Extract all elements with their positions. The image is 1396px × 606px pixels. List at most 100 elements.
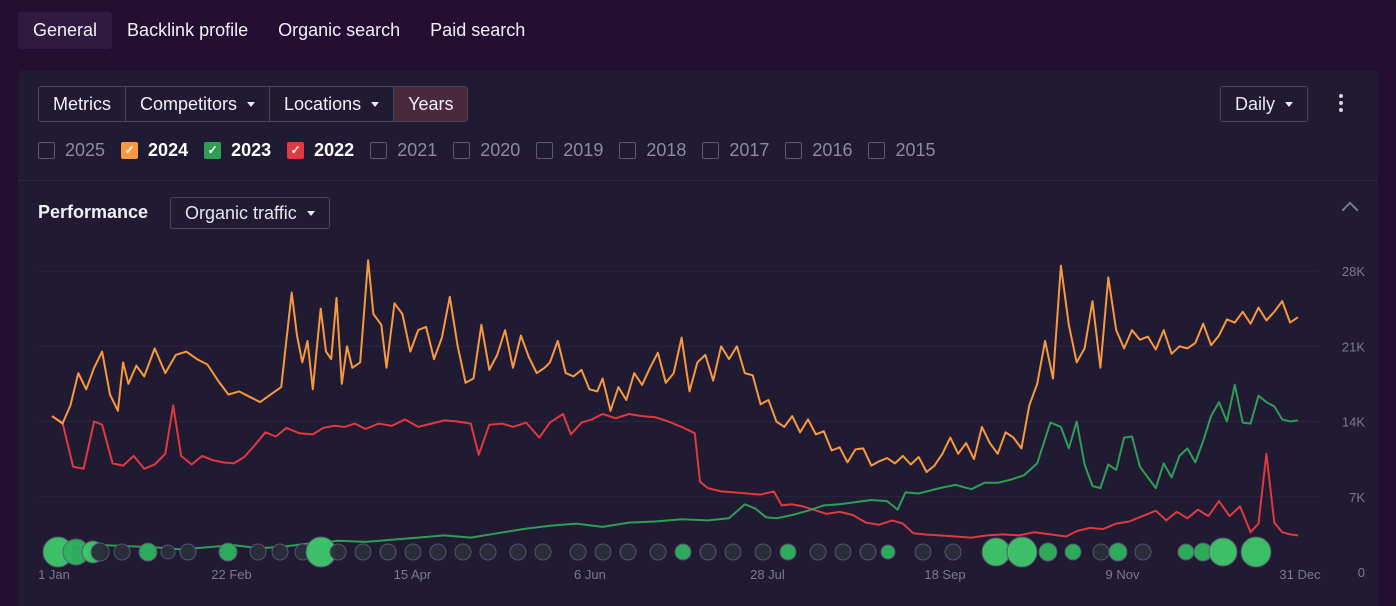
annotation-marker bbox=[1177, 543, 1195, 561]
annotation-marker bbox=[249, 543, 267, 561]
y-tick-label: 0 bbox=[1358, 565, 1365, 580]
year-label: 2016 bbox=[812, 139, 853, 160]
annotation-marker bbox=[218, 542, 238, 562]
annotation-marker bbox=[569, 543, 587, 561]
more-options-icon[interactable] bbox=[1336, 94, 1346, 114]
locations-label: Locations bbox=[284, 93, 362, 114]
checkbox-icon[interactable] bbox=[702, 141, 720, 159]
top-navigation: General Backlink profile Organic search … bbox=[18, 10, 540, 50]
y-tick-label: 21K bbox=[1342, 339, 1365, 354]
annotation-marker bbox=[1134, 543, 1152, 561]
performance-title: Performance bbox=[38, 202, 149, 222]
annotation-marker bbox=[674, 543, 692, 561]
annotation-marker bbox=[1208, 537, 1238, 567]
year-label: 2021 bbox=[397, 139, 438, 160]
year-2020[interactable]: 2020 bbox=[453, 140, 520, 161]
annotation-marker bbox=[944, 543, 962, 561]
organic-traffic-chart: 0 7K 14K 21K 28K 1 Jan 22 Feb 15 Apr 6 Jun 28 Jul… bbox=[38, 259, 1365, 582]
y-tick-label: 28K bbox=[1342, 264, 1365, 279]
tab-general[interactable]: General bbox=[18, 11, 113, 49]
chart-panel: Metrics Competitors Locations Years Dail… bbox=[18, 70, 1378, 606]
x-tick-label: 15 Apr bbox=[394, 567, 432, 582]
filter-toolbar: Metrics Competitors Locations Years bbox=[38, 86, 469, 122]
year-2016[interactable]: 2016 bbox=[785, 140, 852, 161]
annotation-marker bbox=[1092, 543, 1110, 561]
annotation-marker bbox=[1038, 542, 1058, 562]
year-2025[interactable]: 2025 bbox=[38, 140, 105, 161]
year-2023[interactable]: ✓ 2023 bbox=[204, 140, 271, 161]
year-label: 2020 bbox=[480, 139, 521, 160]
annotation-marker bbox=[113, 543, 131, 561]
year-2019[interactable]: 2019 bbox=[536, 140, 603, 161]
annotation-marker bbox=[534, 543, 552, 561]
tab-backlink-profile[interactable]: Backlink profile bbox=[127, 19, 249, 40]
checkbox-icon[interactable] bbox=[619, 141, 637, 159]
year-label: 2017 bbox=[729, 139, 770, 160]
year-2015[interactable]: 2015 bbox=[868, 139, 936, 161]
year-label: 2024 bbox=[148, 139, 189, 160]
y-tick-label: 7K bbox=[1349, 490, 1365, 505]
checkbox-icon[interactable] bbox=[536, 141, 554, 159]
chevron-down-icon bbox=[306, 210, 315, 216]
annotation-marker bbox=[619, 543, 637, 561]
checkbox-icon[interactable] bbox=[38, 141, 55, 159]
annotation-marker bbox=[179, 543, 197, 561]
series-line-2024 bbox=[51, 259, 1299, 473]
annotation-marker bbox=[429, 543, 447, 561]
x-tick-label: 22 Feb bbox=[211, 567, 251, 582]
annotation-marker bbox=[1064, 543, 1082, 561]
metrics-button[interactable]: Metrics bbox=[39, 87, 126, 121]
x-tick-label: 31 Dec bbox=[1279, 567, 1321, 582]
annotation-marker bbox=[594, 543, 612, 561]
checkbox-checked-icon[interactable]: ✓ bbox=[121, 141, 139, 159]
year-label: 2022 bbox=[314, 139, 355, 160]
annotation-marker bbox=[754, 543, 772, 561]
annotation-marker bbox=[914, 543, 932, 561]
annotation-marker bbox=[779, 543, 797, 561]
annotation-marker bbox=[981, 537, 1011, 567]
checkbox-icon[interactable] bbox=[868, 141, 886, 159]
annotation-marker bbox=[649, 543, 667, 561]
metric-label: Organic traffic bbox=[185, 202, 297, 223]
checkbox-icon[interactable] bbox=[370, 141, 388, 159]
annotation-marker bbox=[271, 543, 289, 561]
chevron-down-icon bbox=[247, 101, 256, 107]
annotation-marker bbox=[880, 544, 896, 560]
y-tick-label: 14K bbox=[1342, 415, 1365, 430]
x-tick-label: 28 Jul bbox=[750, 567, 785, 582]
competitors-dropdown[interactable]: Competitors bbox=[126, 87, 271, 121]
annotation-marker bbox=[834, 543, 852, 561]
metrics-label: Metrics bbox=[53, 93, 111, 114]
chevron-down-icon bbox=[371, 101, 380, 107]
annotation-marker bbox=[479, 543, 497, 561]
year-2018[interactable]: 2018 bbox=[619, 140, 686, 161]
granularity-label: Daily bbox=[1235, 93, 1276, 114]
annotation-marker bbox=[90, 542, 110, 562]
year-2021[interactable]: 2021 bbox=[370, 140, 437, 161]
x-tick-label: 1 Jan bbox=[38, 567, 70, 582]
year-2024[interactable]: ✓ 2024 bbox=[121, 140, 188, 161]
tab-organic-search[interactable]: Organic search bbox=[278, 19, 401, 40]
granularity-dropdown[interactable]: Daily bbox=[1220, 86, 1309, 122]
year-2022[interactable]: ✓ 2022 bbox=[287, 140, 354, 161]
years-button[interactable]: Years bbox=[394, 87, 468, 121]
year-2017[interactable]: 2017 bbox=[702, 140, 769, 161]
x-tick-label: 18 Sep bbox=[924, 567, 965, 582]
annotation-marker bbox=[509, 543, 527, 561]
series-line-2022 bbox=[51, 404, 1299, 539]
checkbox-icon[interactable] bbox=[453, 141, 471, 159]
x-tick-label: 9 Nov bbox=[1106, 567, 1140, 582]
annotation-marker bbox=[1108, 542, 1128, 562]
year-label: 2018 bbox=[646, 139, 687, 160]
year-label: 2015 bbox=[895, 139, 936, 160]
checkbox-checked-icon[interactable]: ✓ bbox=[287, 141, 305, 159]
checkbox-icon[interactable] bbox=[785, 141, 803, 159]
tab-paid-search[interactable]: Paid search bbox=[430, 19, 526, 40]
annotation-marker bbox=[859, 543, 877, 561]
annotation-marker bbox=[724, 543, 742, 561]
locations-dropdown[interactable]: Locations bbox=[270, 87, 395, 121]
metric-dropdown[interactable]: Organic traffic bbox=[170, 197, 330, 229]
checkbox-checked-icon[interactable]: ✓ bbox=[204, 141, 222, 159]
annotation-marker bbox=[138, 542, 158, 562]
